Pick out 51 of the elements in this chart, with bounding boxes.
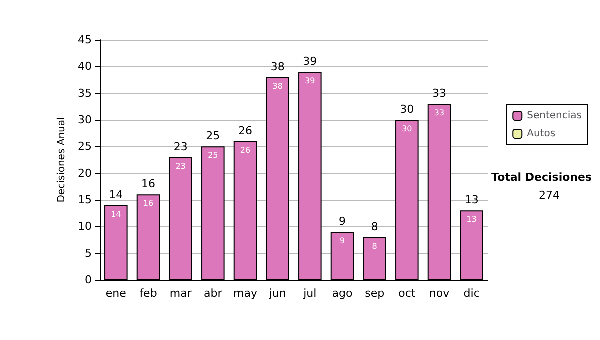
total-label: 33 — [432, 87, 446, 100]
x-tick-label: ago — [332, 287, 353, 300]
x-tick-label: mar — [170, 287, 192, 300]
data-label: 23 — [176, 162, 186, 171]
total-label: 8 — [371, 220, 378, 234]
total-label: 23 — [174, 140, 188, 154]
total-label: 9 — [339, 215, 346, 228]
x-tick-label: jul — [302, 287, 317, 300]
data-label: 8 — [372, 242, 378, 251]
y-tick-label: 5 — [85, 246, 92, 260]
total-label: 30 — [400, 103, 414, 116]
x-tick-label: nov — [429, 287, 450, 300]
x-tick-label: may — [234, 287, 258, 300]
y-tick-label: 0 — [85, 274, 92, 286]
y-tick-label: 20 — [78, 166, 92, 180]
legend-label: Sentencias — [527, 110, 582, 122]
total-label: 16 — [142, 178, 156, 191]
data-label: 26 — [240, 146, 251, 155]
x-tick-label: ene — [106, 287, 127, 300]
data-label: 38 — [272, 82, 283, 91]
x-tick-label: oct — [398, 287, 416, 300]
data-label: 33 — [434, 108, 445, 118]
y-tick-label: 10 — [78, 220, 92, 234]
data-label: 39 — [305, 76, 316, 86]
data-label: 25 — [208, 151, 218, 160]
legend-label: Autos — [527, 128, 556, 140]
y-tick-label: 35 — [78, 86, 92, 100]
text: 274 — [539, 189, 560, 202]
x-tick-label: feb — [140, 287, 158, 300]
y-tick-label: 45 — [78, 34, 92, 46]
x-tick-label: abr — [204, 287, 223, 300]
data-label: 14 — [111, 210, 122, 219]
y-tick-label: 25 — [78, 140, 92, 154]
total-label: 14 — [109, 188, 124, 202]
total-label: 13 — [464, 194, 479, 207]
x-tick-label: sep — [365, 287, 385, 300]
data-label: 16 — [143, 199, 154, 208]
data-label: 30 — [402, 124, 412, 134]
total-label: 26 — [238, 124, 252, 138]
y-axis-title: Decisiones Anual — [56, 117, 68, 203]
data-label: 13 — [466, 215, 477, 224]
data-label: 9 — [340, 236, 346, 246]
y-tick-label: 15 — [78, 194, 92, 206]
y-tick-label: 40 — [78, 60, 92, 74]
total-label: 25 — [206, 130, 220, 143]
text: Total Decisiones — [492, 171, 592, 184]
x-tick-label: dic — [464, 287, 480, 300]
total-label: 39 — [303, 55, 318, 68]
total-label: 38 — [270, 60, 285, 74]
y-tick-label: 30 — [78, 114, 92, 126]
x-tick-label: jun — [268, 287, 286, 300]
